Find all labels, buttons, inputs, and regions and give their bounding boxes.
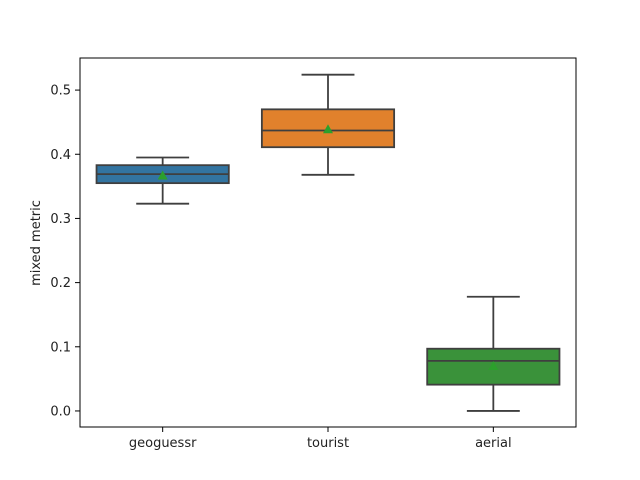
- y-axis: 0.0 0.1 0.2 0.3 0.4 0.5: [50, 84, 80, 419]
- mean-marker: [323, 124, 333, 134]
- box-tourist: [260, 73, 396, 176]
- mean-marker: [488, 361, 499, 371]
- y-tick-label: 0.2: [50, 276, 71, 291]
- plot-area: [79, 57, 577, 428]
- x-tick-label: tourist: [307, 436, 349, 451]
- box-aerial: [426, 295, 561, 412]
- y-tick-label: 0.3: [50, 212, 71, 227]
- y-tick-label: 0.4: [50, 148, 71, 163]
- y-axis-label: mixed metric: [29, 200, 44, 286]
- y-tick-label: 0.1: [50, 340, 71, 355]
- mean-marker: [157, 170, 168, 180]
- x-tick-label: aerial: [475, 436, 512, 451]
- x-tick-label: geoguessr: [129, 436, 197, 451]
- y-tick-label: 0.0: [50, 404, 71, 419]
- box-geoguessr: [95, 156, 230, 205]
- x-axis: geoguessr tourist aerial: [129, 427, 512, 451]
- y-tick-label: 0.5: [50, 84, 71, 99]
